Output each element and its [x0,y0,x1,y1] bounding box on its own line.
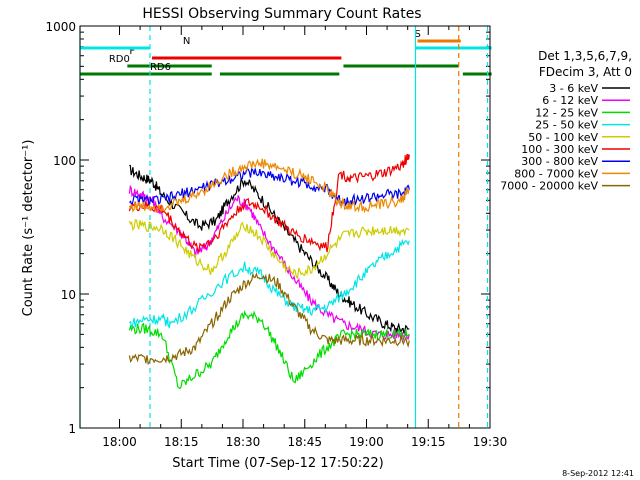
x-tick-label: 18:45 [287,435,322,449]
y-tick-label: 1 [68,422,76,436]
legend: Det 1,3,5,6,7,9, FDecim 3, Att 0 3 - 6 k… [500,49,632,193]
legend-label: 7000 - 20000 keV [500,180,598,193]
legend-label: 3 - 6 keV [549,82,598,95]
observing-flags: F S RD0 RD6 N [80,29,492,76]
chart-title: HESSI Observing Summary Count Rates [142,6,421,22]
series-line [128,272,410,366]
legend-title-line-2: FDecim 3, Att 0 [539,65,632,79]
x-tick-label: 19:00 [349,435,384,449]
y-axis-label: Count Rate (s⁻¹ detector⁻¹) [21,140,36,317]
series-line [129,238,410,329]
y-tick-label: 1000 [45,20,76,34]
x-tick-labels: 18:00 18:15 18:30 18:45 19:00 19:15 19:30 [102,435,507,449]
y-tick-labels: 1 10 100 1000 [45,20,76,436]
flag-label-s: S [415,29,421,40]
x-tick-label: 18:00 [102,435,137,449]
flag-label-n: N [183,36,190,47]
legend-label: 12 - 25 keV [535,106,598,119]
y-tick-label: 100 [53,154,76,168]
y-tick-label: 10 [61,288,76,302]
series-line [128,184,410,342]
legend-label: 50 - 100 keV [528,131,598,144]
flag-label-rd0: RD0 [109,54,130,65]
plot-frame [79,25,491,429]
legend-label: 100 - 300 keV [521,143,598,156]
flag-label-rd6: RD6 [150,62,171,73]
axis-ticks [80,26,491,429]
x-axis-label: Start Time (07-Sep-12 17:50:22) [172,456,383,471]
x-tick-label: 18:15 [164,435,199,449]
series-line [128,153,410,254]
legend-label: 6 - 12 keV [542,94,598,107]
x-tick-label: 18:30 [226,435,261,449]
series-line [129,164,410,334]
legend-label: 25 - 50 keV [535,119,598,132]
series-line [128,158,410,214]
x-tick-label: 19:15 [411,435,446,449]
legend-title-line-1: Det 1,3,5,6,7,9, [538,49,632,63]
count-rate-series [128,153,410,390]
legend-label: 300 - 800 keV [521,155,598,168]
series-line [129,166,410,208]
legend-label: 800 - 7000 keV [514,167,598,180]
series-line [128,219,410,280]
x-tick-label: 19:30 [473,435,508,449]
footer-timestamp: 8-Sep-2012 12:41 [562,469,634,478]
series-line [128,309,410,390]
flag-label-f: F [129,46,135,57]
